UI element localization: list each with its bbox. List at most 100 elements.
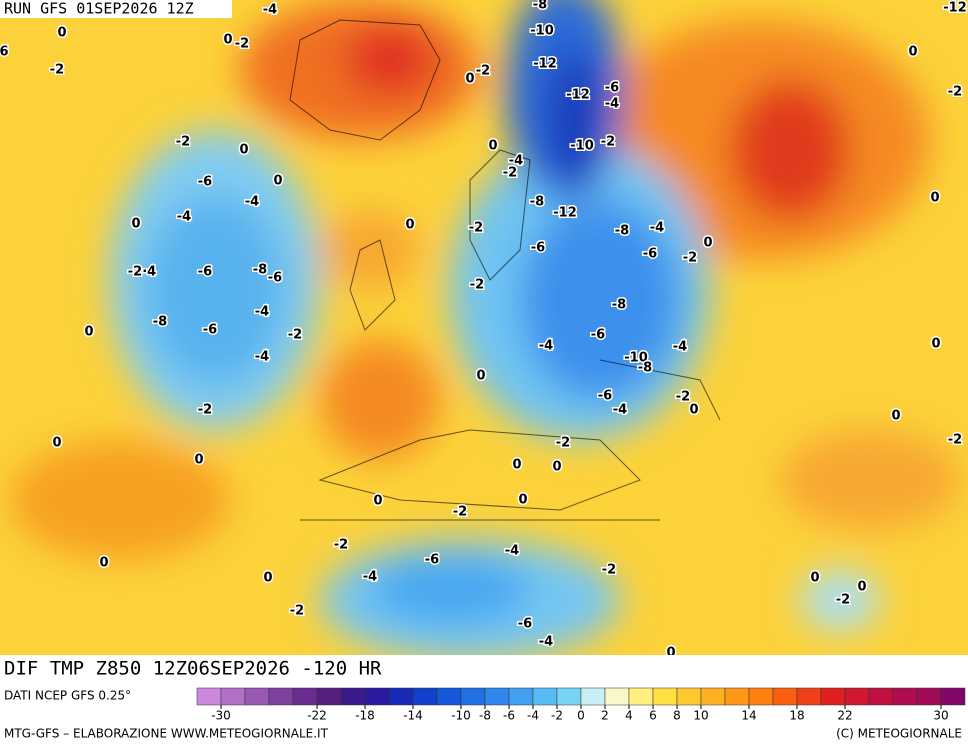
contour-label: -2 bbox=[50, 63, 64, 78]
colorbar-swatch bbox=[820, 687, 846, 706]
contour-label: -2 bbox=[683, 251, 697, 266]
colorbar-tick-label: -22 bbox=[307, 709, 327, 723]
colorbar-swatch bbox=[244, 687, 270, 706]
contour-label: -4 bbox=[505, 544, 519, 559]
contour-label: -6 bbox=[268, 271, 282, 286]
contour-label: -2 bbox=[235, 37, 249, 52]
colorbar-swatch bbox=[892, 687, 918, 706]
contour-label: -10 bbox=[570, 139, 594, 154]
colorbar-tick-label: 30 bbox=[933, 709, 948, 723]
colorbar-swatch bbox=[196, 687, 222, 706]
contour-label: 0 bbox=[891, 409, 900, 424]
colorbar-swatch bbox=[364, 687, 390, 706]
contour-label: 0 bbox=[239, 143, 248, 158]
contour-label: 0 bbox=[552, 460, 561, 475]
colorbar-swatch bbox=[748, 687, 774, 706]
contour-label: 0 bbox=[405, 218, 414, 233]
contour-label: 0 bbox=[512, 458, 521, 473]
contour-label: -4 bbox=[539, 635, 553, 650]
colorbar-tick-label: 10 bbox=[693, 709, 708, 723]
contour-label: -10 bbox=[530, 24, 554, 39]
credit-left: MTG-GFS – ELABORAZIONE WWW.METEOGIORNALE… bbox=[4, 727, 329, 741]
colorbar-swatch bbox=[604, 687, 630, 706]
contour-label: -12 bbox=[553, 206, 577, 221]
colorbar-swatch bbox=[796, 687, 822, 706]
colorbar-swatch bbox=[220, 687, 246, 706]
product-title: DIF TMP Z850 12Z06SEP2026 -120 HR bbox=[4, 658, 382, 680]
colorbar-tick-label: 0 bbox=[577, 709, 585, 723]
colorbar-swatch bbox=[916, 687, 942, 706]
contour-label: 0 bbox=[488, 139, 497, 154]
contour-label: -2 bbox=[198, 403, 212, 418]
colorbar-tick-label: -30 bbox=[211, 709, 231, 723]
colorbar-tick-label: -2 bbox=[551, 709, 563, 723]
contour-label: -2 bbox=[470, 278, 484, 293]
contour-label: 0 bbox=[810, 571, 819, 586]
contour-label: -4 bbox=[539, 339, 553, 354]
colorbar-tick-label: 14 bbox=[741, 709, 756, 723]
contour-label: -2 bbox=[556, 436, 570, 451]
contour-label: -6 bbox=[643, 247, 657, 262]
colorbar-swatch bbox=[316, 687, 342, 706]
contour-label: -2 bbox=[176, 135, 190, 150]
contour-label: 0 bbox=[273, 174, 282, 189]
colorbar-swatch bbox=[580, 687, 606, 706]
colorbar-tick-label: 2 bbox=[601, 709, 609, 723]
contour-label: -2 bbox=[334, 538, 348, 553]
contour-label: 0 bbox=[131, 217, 140, 232]
contour-label: -4 bbox=[509, 154, 523, 169]
colorbar-swatch bbox=[556, 687, 582, 706]
contour-label: -4 bbox=[263, 3, 277, 18]
contour-label: -2 bbox=[601, 135, 615, 150]
contour-label: -2 bbox=[836, 593, 850, 608]
colorbar-swatch bbox=[508, 687, 534, 706]
contour-label: -4 bbox=[363, 570, 377, 585]
contour-label: -12 bbox=[943, 1, 967, 16]
contour-label: -4 bbox=[605, 97, 619, 112]
colorbar-swatch bbox=[388, 687, 414, 706]
contour-label: -4 bbox=[673, 340, 687, 355]
contour-label: -4 bbox=[255, 350, 269, 365]
contour-label: 0 bbox=[857, 580, 866, 595]
contour-label: 0 bbox=[52, 436, 61, 451]
contour-label: 0 bbox=[476, 369, 485, 384]
contour-label: 0 bbox=[930, 191, 939, 206]
contour-label: -10 bbox=[624, 351, 648, 366]
contour-label: -2 bbox=[503, 166, 517, 181]
contour-label: -2 bbox=[476, 64, 490, 79]
colorbar-swatch bbox=[868, 687, 894, 706]
colorbar: -30 -22 -18 -14 -10 -8 -6 -4 -2 0 2 4 6 8 10 14 18 22 30 bbox=[196, 687, 966, 723]
contour-label: 0 bbox=[99, 556, 108, 571]
colorbar-swatch bbox=[940, 687, 966, 706]
contour-label: 0 bbox=[703, 236, 712, 251]
contour-label: -8 bbox=[530, 195, 544, 210]
contour-label: -2·4 bbox=[128, 265, 156, 280]
contour-label: 0 bbox=[84, 325, 93, 340]
contour-label: -6 bbox=[605, 81, 619, 96]
colorbar-swatch bbox=[436, 687, 462, 706]
contour-label: 0 bbox=[465, 72, 474, 87]
contour-label: 0 bbox=[373, 494, 382, 509]
colorbar-swatch bbox=[844, 687, 870, 706]
map-field bbox=[0, 0, 968, 660]
contour-label: -4 bbox=[650, 221, 664, 236]
run-label: RUN GFS 01SEP2026 12Z bbox=[4, 0, 194, 18]
colorbar-swatch bbox=[724, 687, 750, 706]
credit-right: (C) METEOGIORNALE bbox=[836, 727, 962, 741]
title-box bbox=[0, 655, 460, 683]
contour-label: -2 bbox=[602, 563, 616, 578]
colorbar-swatch bbox=[460, 687, 486, 706]
colorbar-tick-label: -6 bbox=[503, 709, 515, 723]
colorbar-tick-label: -14 bbox=[403, 709, 423, 723]
colorbar-tick-label: 8 bbox=[673, 709, 681, 723]
colorbar-swatch bbox=[772, 687, 798, 706]
colorbar-swatch bbox=[676, 687, 702, 706]
colorbar-swatch bbox=[412, 687, 438, 706]
colorbar-tick-label: 22 bbox=[837, 709, 852, 723]
contour-label: -4 bbox=[255, 305, 269, 320]
contour-label: -2 bbox=[948, 85, 962, 100]
contour-label: 6 bbox=[0, 45, 9, 60]
colorbar-tick-label: -4 bbox=[527, 709, 539, 723]
contour-label: 0 bbox=[194, 453, 203, 468]
